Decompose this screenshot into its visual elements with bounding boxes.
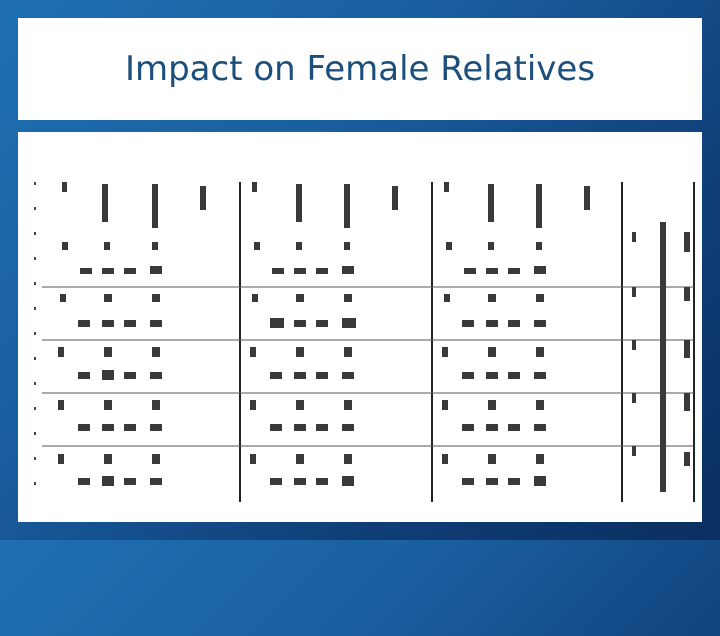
rotated-table-image	[24, 172, 714, 636]
slide-title: Impact on Female Relatives	[124, 49, 596, 89]
table-figure	[34, 182, 695, 502]
left-dotted-column	[34, 182, 36, 485]
content-panel	[18, 132, 702, 522]
data-cells	[58, 242, 546, 486]
panel-headers	[62, 182, 590, 228]
row-labels	[632, 222, 690, 492]
title-bar: Impact on Female Relatives	[18, 18, 702, 120]
